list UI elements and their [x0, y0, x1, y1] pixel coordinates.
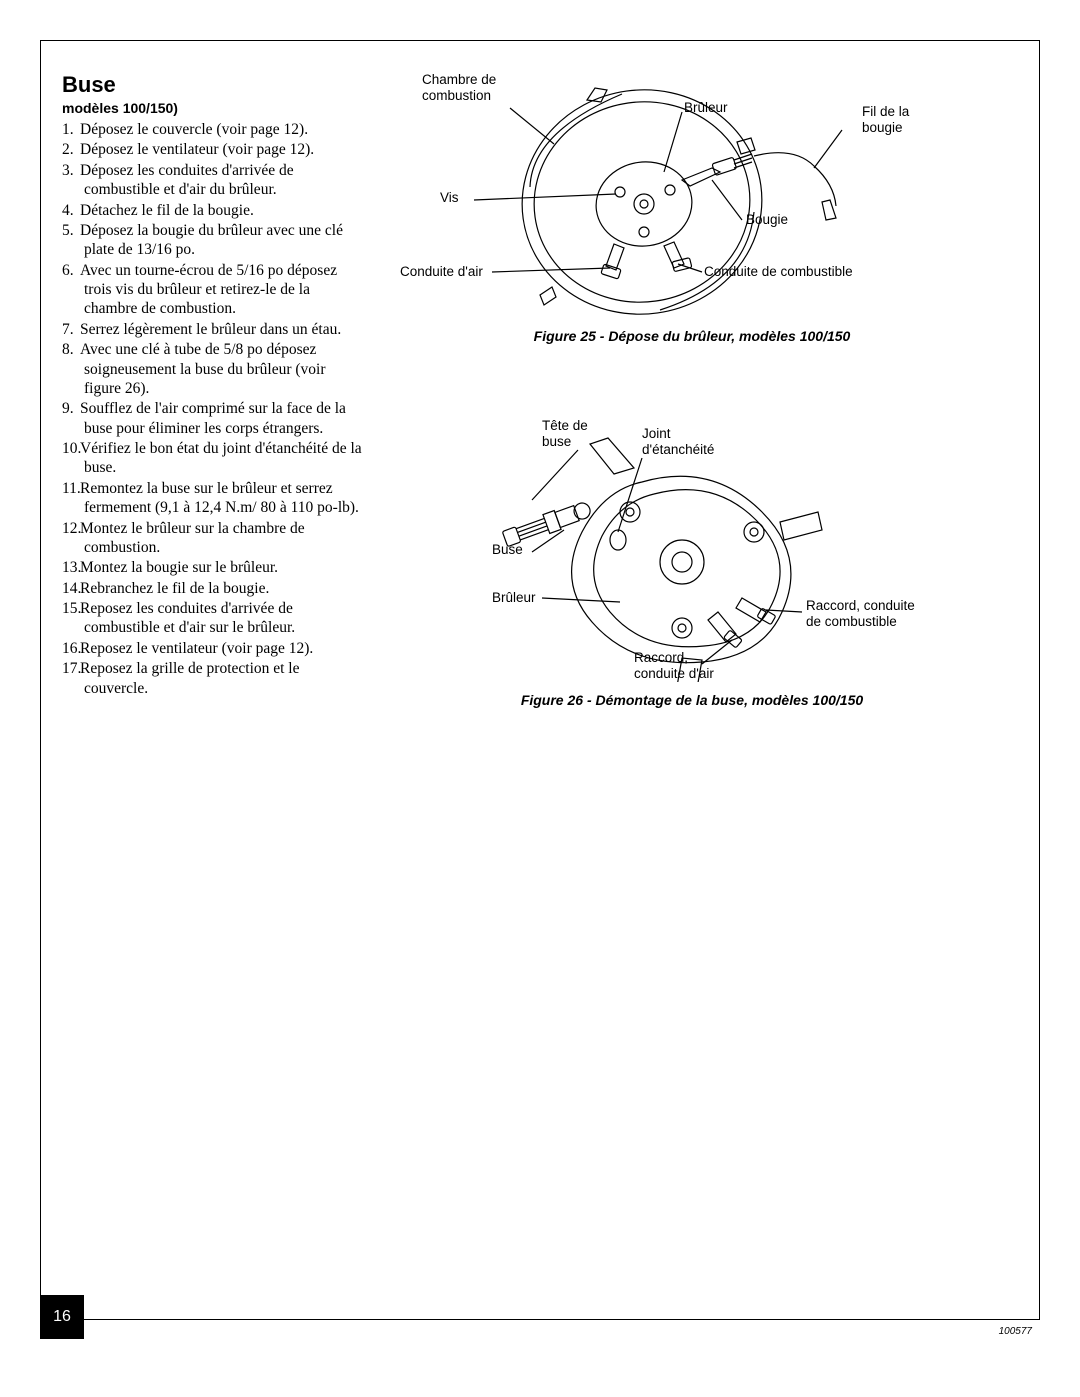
page-number: 16: [40, 1295, 84, 1339]
text-column: Buse modèles 100/150) 1.Déposez le couve…: [62, 72, 362, 699]
figure-26-caption: Figure 26 - Démontage de la buse, modèle…: [382, 692, 1002, 708]
list-item: 13.Montez la bougie sur le brûleur.: [62, 558, 362, 577]
step-text: Déposez le ventilateur (voir page 12).: [80, 141, 314, 158]
step-text: Serrez légèrement le brûleur dans un éta…: [80, 321, 341, 338]
step-text: Reposez le ventilateur (voir page 12).: [80, 640, 313, 657]
label-bruleur2: Brûleur: [492, 590, 536, 606]
step-text: Vérifiez le bon état du joint d'étanchéi…: [80, 440, 362, 476]
step-text: Avec une clé à tube de 5/8 po déposez so…: [80, 341, 325, 397]
label-bruleur: Brûleur: [684, 100, 728, 116]
label-conduite-comb: Conduite de combustible: [704, 264, 853, 280]
section-title: Buse: [62, 72, 362, 98]
document-id: 100577: [999, 1326, 1032, 1337]
list-item: 8.Avec une clé à tube de 5/8 po déposez …: [62, 340, 362, 398]
list-item: 4.Détachez le fil de la bougie.: [62, 201, 362, 220]
list-item: 3.Déposez les conduites d'arrivée de com…: [62, 161, 362, 200]
step-text: Reposez les conduites d'arrivée de combu…: [80, 600, 295, 636]
step-list: 1.Déposez le couvercle (voir page 12). 2…: [62, 120, 362, 698]
step-text: Déposez la bougie du brûleur avec une cl…: [80, 222, 343, 258]
list-item: 7.Serrez légèrement le brûleur dans un é…: [62, 320, 362, 339]
list-item: 16.Reposez le ventilateur (voir page 12)…: [62, 639, 362, 658]
step-text: Détachez le fil de la bougie.: [80, 202, 254, 219]
label-bougie: Bougie: [746, 212, 788, 228]
step-text: Déposez les conduites d'arrivée de combu…: [80, 162, 294, 198]
step-text: Remontez la buse sur le brûleur et serre…: [80, 480, 359, 516]
list-item: 2.Déposez le ventilateur (voir page 12).: [62, 140, 362, 159]
label-tete: Tête de buse: [542, 418, 588, 449]
step-text: Déposez le couvercle (voir page 12).: [80, 121, 308, 138]
list-item: 6.Avec un tourne-écrou de 5/16 po dépose…: [62, 261, 362, 319]
list-item: 10.Vérifiez le bon état du joint d'étanc…: [62, 439, 362, 478]
section-subtitle: modèles 100/150): [62, 100, 362, 116]
step-text: Reposez la grille de protection et le co…: [80, 660, 300, 696]
label-vis: Vis: [440, 190, 459, 206]
label-buse: Buse: [492, 542, 523, 558]
step-text: Montez la bougie sur le brûleur.: [80, 559, 278, 576]
label-raccord-air: Raccord, conduite d'air: [634, 650, 714, 681]
figure-25: Chambre de combustion Brûleur Fil de la …: [382, 72, 1002, 362]
step-text: Avec un tourne-écrou de 5/16 po déposez …: [80, 262, 337, 318]
figure-26: Tête de buse Joint d'étanchéité Buse Brû…: [382, 402, 1002, 722]
label-fil: Fil de la bougie: [862, 104, 909, 135]
list-item: 12.Montez le brûleur sur la chambre de c…: [62, 519, 362, 558]
figure-25-caption: Figure 25 - Dépose du brûleur, modèles 1…: [382, 328, 1002, 344]
label-chambre: Chambre de combustion: [422, 72, 496, 103]
list-item: 5.Déposez la bougie du brûleur avec une …: [62, 221, 362, 260]
page-content: Buse modèles 100/150) 1.Déposez le couve…: [62, 72, 1022, 722]
list-item: 17.Reposez la grille de protection et le…: [62, 659, 362, 698]
step-text: Rebranchez le fil de la bougie.: [80, 580, 269, 597]
label-joint: Joint d'étanchéité: [642, 426, 714, 457]
label-conduite-air: Conduite d'air: [400, 264, 483, 280]
list-item: 1.Déposez le couvercle (voir page 12).: [62, 120, 362, 139]
label-raccord-comb: Raccord, conduite de combustible: [806, 598, 915, 629]
list-item: 9.Soufflez de l'air comprimé sur la face…: [62, 399, 362, 438]
list-item: 15.Reposez les conduites d'arrivée de co…: [62, 599, 362, 638]
step-text: Montez le brûleur sur la chambre de comb…: [80, 520, 305, 556]
step-text: Soufflez de l'air comprimé sur la face d…: [80, 400, 346, 436]
figure-column: Chambre de combustion Brûleur Fil de la …: [382, 72, 1012, 722]
list-item: 11.Remontez la buse sur le brûleur et se…: [62, 479, 362, 518]
list-item: 14.Rebranchez le fil de la bougie.: [62, 579, 362, 598]
